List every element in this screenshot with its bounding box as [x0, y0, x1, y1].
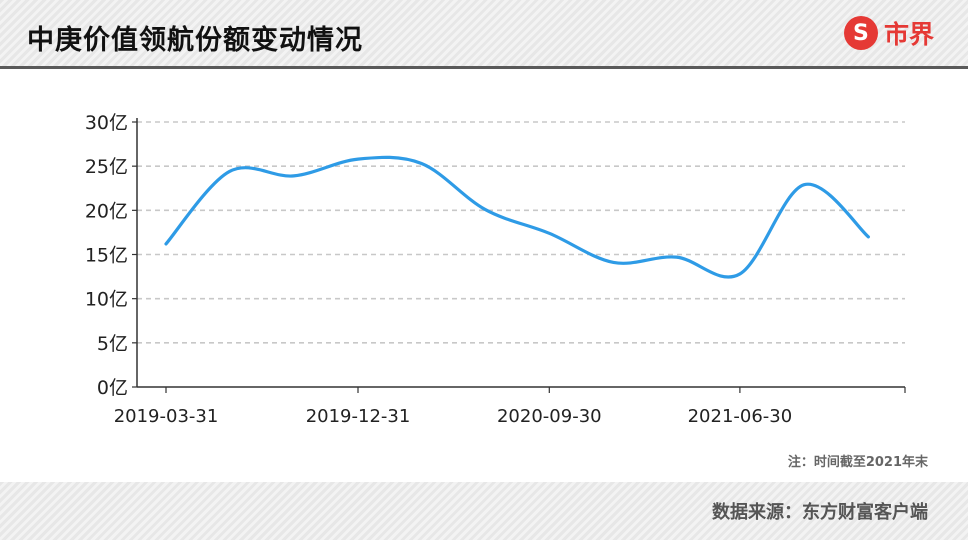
header-bar: 中庚价值领航份额变动情况 S 市界: [0, 0, 968, 66]
series-line: [164, 155, 870, 279]
y-tick-label: 15亿: [85, 245, 128, 267]
y-tick-label: 5亿: [97, 333, 128, 355]
data-source: 数据来源：东方财富客户端: [712, 502, 928, 523]
brand-logo: S 市界: [843, 15, 934, 51]
header-divider: [0, 66, 968, 69]
x-tick-label: 2019-12-31: [306, 406, 411, 427]
x-tick-label: 2019-03-31: [114, 406, 219, 427]
y-tick-label: 10亿: [85, 289, 128, 311]
x-tick-label: 2020-09-30: [497, 406, 602, 427]
brand-logo-icon: S: [843, 16, 878, 50]
footer-bar: 数据来源：东方财富客户端: [0, 482, 968, 540]
chart-note: 注：时间截至2021年末: [787, 455, 928, 470]
y-tick-label: 0亿: [97, 377, 128, 399]
y-tick-label: 30亿: [85, 112, 128, 134]
brand-logo-text: 市界: [883, 20, 934, 49]
x-tick-label: 2021-06-30: [688, 406, 793, 427]
page-title: 中庚价值领航份额变动情况: [27, 25, 363, 56]
y-tick-label: 25亿: [85, 156, 128, 178]
y-tick-label: 20亿: [85, 200, 128, 222]
